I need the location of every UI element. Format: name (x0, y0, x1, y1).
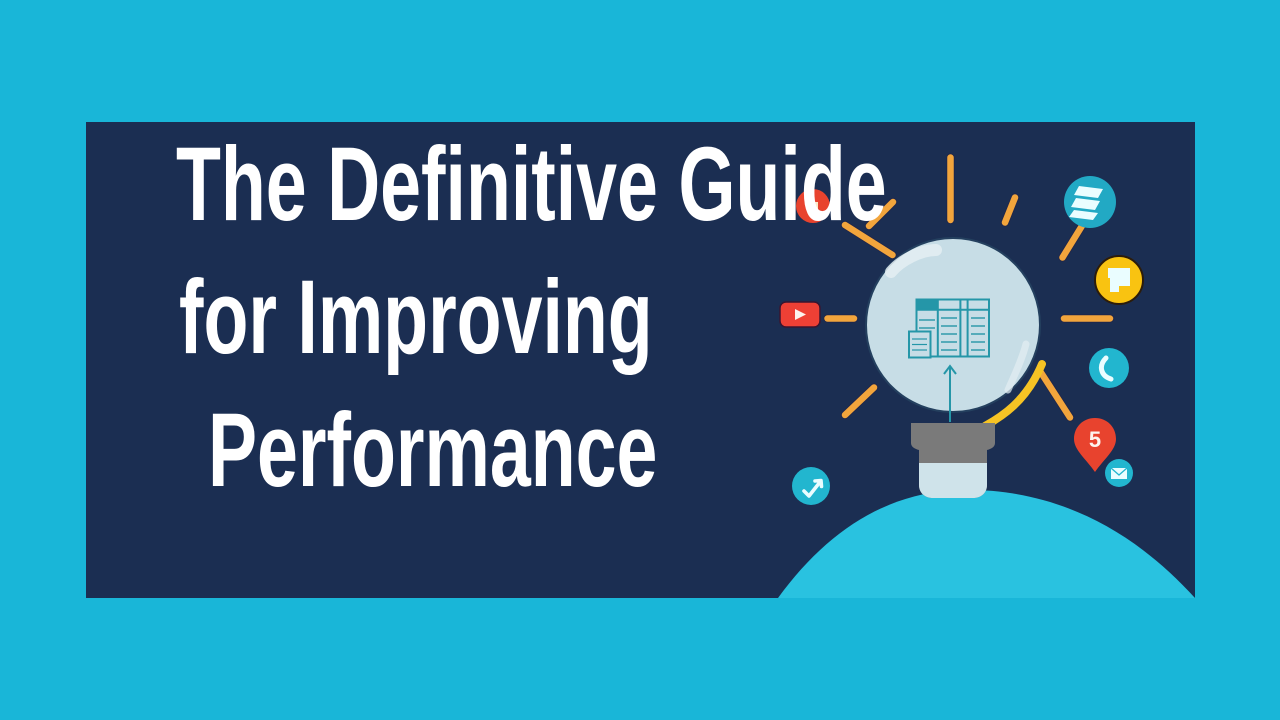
svg-text:5: 5 (1089, 427, 1101, 452)
